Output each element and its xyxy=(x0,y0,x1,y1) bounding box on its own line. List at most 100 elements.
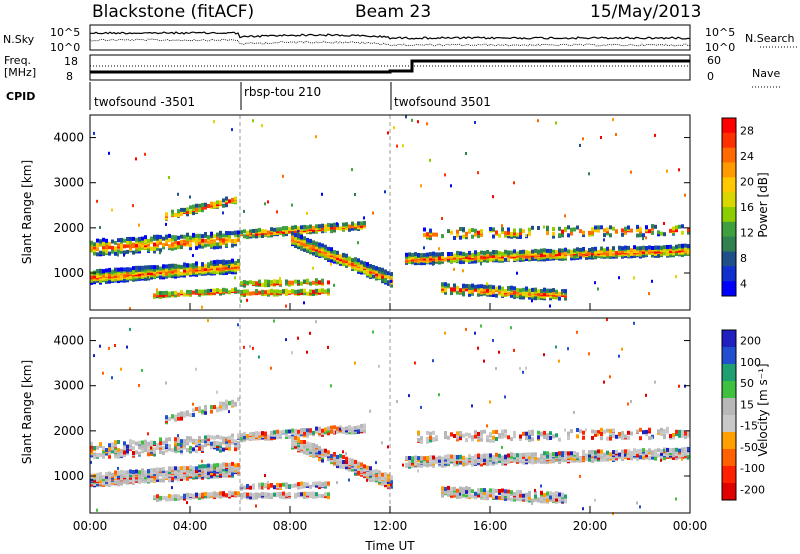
range-cell xyxy=(483,429,486,434)
range-cell xyxy=(522,292,525,297)
range-cell xyxy=(213,493,216,498)
range-cell xyxy=(429,435,432,440)
range-cell xyxy=(522,287,525,292)
range-cell xyxy=(405,252,408,257)
range-cell xyxy=(588,248,591,252)
range-cell xyxy=(117,466,119,470)
range-cell xyxy=(90,482,93,487)
range-cell xyxy=(273,281,276,286)
range-cell xyxy=(189,445,192,450)
range-cell xyxy=(597,249,600,254)
range-cell xyxy=(93,446,96,450)
nave-tick-top: 60 xyxy=(707,54,721,67)
range-cell xyxy=(459,235,462,240)
colorbar-swatch xyxy=(722,398,736,416)
range-cell xyxy=(372,274,375,279)
range-cell xyxy=(489,493,492,498)
range-cell xyxy=(312,481,315,486)
range-cell xyxy=(270,280,273,285)
range-cell xyxy=(345,222,348,227)
range-cell xyxy=(303,491,306,496)
range-cell xyxy=(543,294,546,299)
range-cell xyxy=(615,133,617,136)
range-cell xyxy=(651,224,654,229)
range-cell xyxy=(96,199,98,203)
range-cell xyxy=(378,267,381,272)
range-cell xyxy=(303,247,306,252)
range-cell xyxy=(594,457,597,462)
range-cell xyxy=(192,263,195,268)
range-cell xyxy=(621,246,624,251)
range-cell xyxy=(552,249,555,254)
range-cell xyxy=(546,231,549,236)
range-cell xyxy=(102,237,105,242)
range-cell xyxy=(318,224,321,229)
range-cell xyxy=(159,448,162,453)
range-cell xyxy=(501,461,504,466)
range-cell xyxy=(639,252,642,257)
range-cell xyxy=(363,426,366,431)
range-cell xyxy=(603,248,606,253)
range-cell xyxy=(555,255,558,260)
range-cell xyxy=(258,485,261,490)
range-cell xyxy=(495,489,498,493)
range-cell xyxy=(132,440,135,445)
range-cell xyxy=(663,248,666,253)
range-cell xyxy=(204,464,207,469)
range-cell xyxy=(519,231,522,236)
range-cell xyxy=(402,463,404,467)
range-cell xyxy=(495,452,498,457)
range-cell xyxy=(513,286,516,291)
range-cell xyxy=(174,235,177,240)
range-cell xyxy=(441,463,444,468)
range-cell xyxy=(219,448,222,453)
range-cell xyxy=(264,283,267,288)
range-cell xyxy=(120,274,123,279)
range-cell xyxy=(210,409,213,414)
range-cell xyxy=(663,245,666,250)
range-cell xyxy=(594,255,597,260)
range-cell xyxy=(333,226,336,231)
range-cell xyxy=(327,227,330,232)
range-cell xyxy=(366,269,369,273)
range-cell xyxy=(603,252,606,257)
range-cell xyxy=(90,275,93,280)
range-cell xyxy=(348,425,351,429)
range-cell xyxy=(513,290,516,295)
range-cell xyxy=(327,481,330,486)
range-cell xyxy=(216,288,219,293)
range-cell xyxy=(423,261,426,266)
range-cell xyxy=(270,492,273,497)
range-cell xyxy=(504,433,507,438)
range-cell xyxy=(120,249,123,254)
range-cell xyxy=(276,289,279,294)
range-cell xyxy=(372,330,374,334)
range-cell xyxy=(447,485,450,490)
range-cell xyxy=(567,451,570,456)
range-cell xyxy=(633,249,636,253)
range-cell xyxy=(96,274,99,278)
range-cell xyxy=(258,492,261,497)
range-cell xyxy=(489,251,492,256)
colorbar-swatch xyxy=(722,330,736,348)
range-cell xyxy=(546,433,549,438)
range-cell xyxy=(315,428,318,433)
range-cell xyxy=(591,435,594,440)
range-cell xyxy=(459,486,462,491)
range-cell xyxy=(147,441,150,446)
range-cell xyxy=(285,281,288,286)
range-cell xyxy=(612,252,615,257)
range-cell xyxy=(510,290,513,295)
range-cell xyxy=(414,257,417,262)
range-cell xyxy=(573,410,575,414)
range-cell xyxy=(237,491,240,496)
range-cell xyxy=(273,289,276,294)
range-cell xyxy=(108,476,111,481)
range-cell xyxy=(531,498,534,503)
range-cell xyxy=(147,265,150,270)
range-cell xyxy=(336,222,338,226)
range-cell xyxy=(321,431,324,436)
range-cell xyxy=(552,291,555,296)
range-cell xyxy=(465,438,468,443)
